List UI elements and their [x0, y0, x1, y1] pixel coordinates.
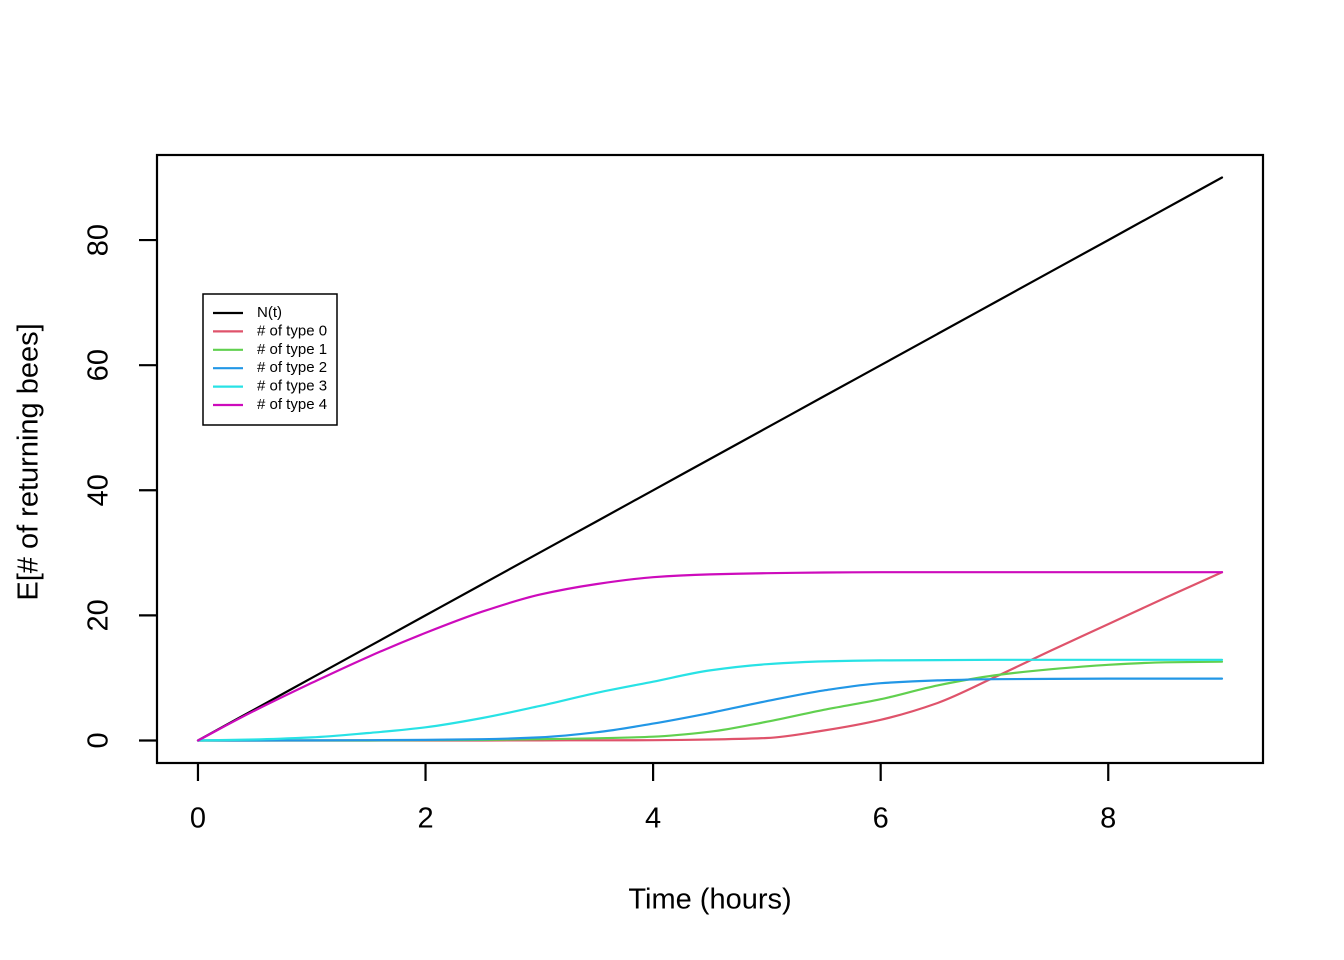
legend-item: # of type 3 [213, 378, 327, 395]
plot-border [155, 153, 1265, 765]
y-axis-title: E[# of returning bees] [13, 323, 45, 600]
y-tick-label: 40 [83, 474, 115, 506]
legend-label: # of type 4 [257, 396, 327, 413]
x-tick-label: 6 [873, 803, 889, 835]
legend-label: N(t) [257, 304, 282, 321]
x-tick-label: 4 [645, 803, 661, 835]
legend-item: # of type 2 [213, 359, 327, 376]
series-line-0 [196, 176, 1224, 742]
x-axis-title: Time (hours) [628, 884, 791, 916]
legend-border [202, 293, 338, 426]
y-tick-label: 80 [83, 224, 115, 256]
legend-rows: N(t)# of type 0 # of type 1# of type 2 # o… [213, 304, 327, 413]
legend: N(t)# of type 0 # of type 1# of type 2 # o… [202, 293, 338, 426]
legend-item: # of type 0 [213, 322, 327, 339]
series-line-4 [196, 658, 1224, 742]
series-line-2 [196, 660, 1224, 742]
x-tick-label: 0 [190, 803, 206, 835]
legend-item: N(t) [213, 304, 282, 321]
legend-label: # of type 1 [257, 341, 327, 358]
series-line-3 [196, 677, 1224, 742]
y-axis: 0 20 40 60 80 [83, 224, 157, 749]
legend-label: # of type 0 [257, 322, 327, 339]
legend-label: # of type 3 [257, 378, 327, 395]
legend-item: # of type 1 [213, 341, 327, 358]
legend-item: # of type 4 [213, 396, 327, 413]
series-lines [196, 176, 1224, 742]
series-line-5 [196, 571, 1224, 742]
legend-label: # of type 2 [257, 359, 327, 376]
x-axis: 0 2 4 6 8 [190, 763, 1116, 835]
x-tick-label: 2 [417, 803, 433, 835]
y-tick-label: 20 [83, 599, 115, 631]
x-tick-label: 8 [1100, 803, 1116, 835]
y-tick-label: 0 [83, 732, 115, 748]
y-tick-label: 60 [83, 349, 115, 381]
